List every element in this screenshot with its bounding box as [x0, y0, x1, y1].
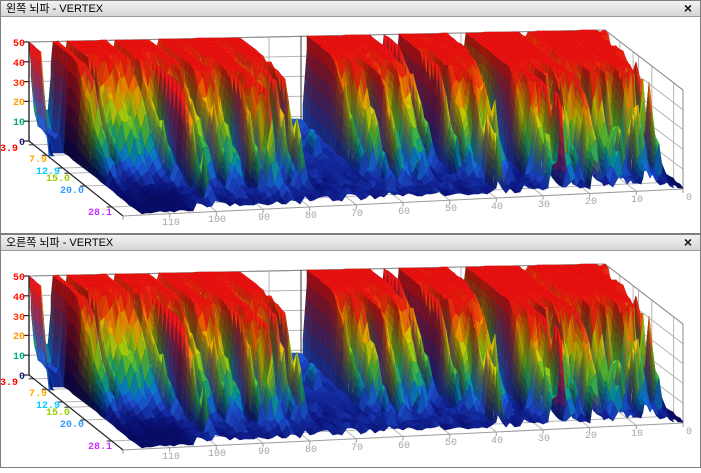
- svg-text:왼쪽 뇌파 - VERTEX: 왼쪽 뇌파 - VERTEX: [6, 1, 104, 15]
- svg-text:×: ×: [684, 234, 692, 250]
- svg-text:오른쪽 뇌파 - VERTEX: 오른쪽 뇌파 - VERTEX: [6, 236, 114, 249]
- svg-text:×: ×: [684, 0, 692, 16]
